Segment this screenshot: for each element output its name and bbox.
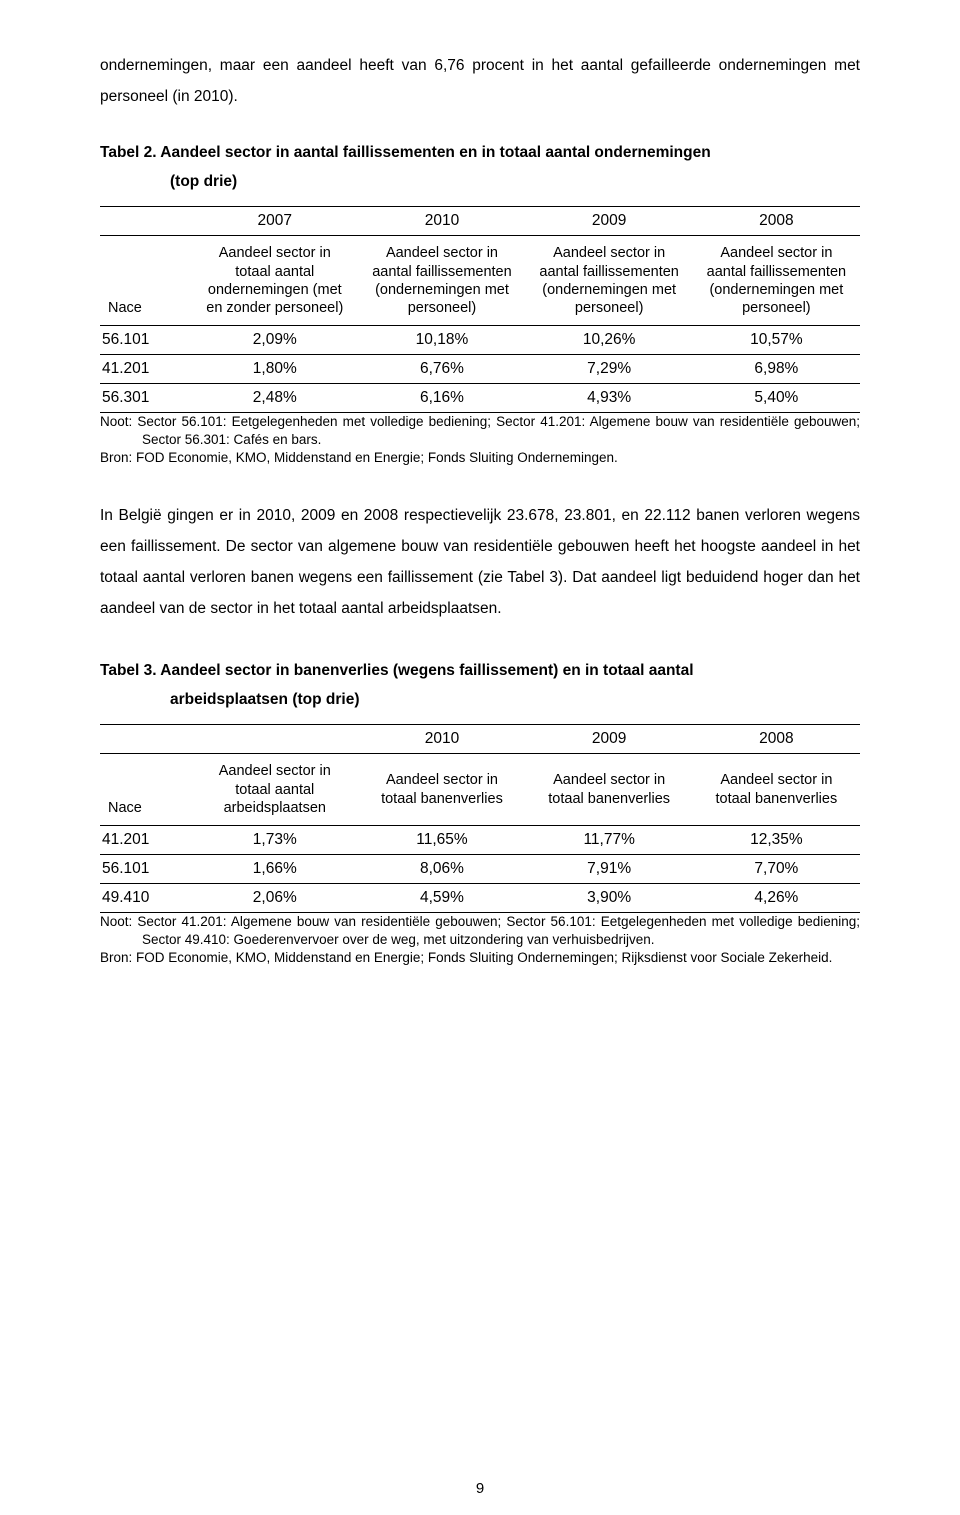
table3-cell: 12,35%: [693, 825, 860, 854]
table3-year-row: 2010 2009 2008: [100, 725, 860, 754]
table3-caption-line2: arbeidsplaatsen (top drie): [100, 685, 860, 714]
table3-colhdr-0: Aandeel sector in totaal aantal arbeidsp…: [191, 754, 358, 825]
table2-cell: 10,18%: [358, 325, 525, 354]
table2-nace-cell: 56.301: [100, 383, 191, 412]
table2-cell: 5,40%: [693, 383, 860, 412]
page-number: 9: [0, 1480, 960, 1497]
table2-cell: 6,98%: [693, 354, 860, 383]
table2-caption-line1: Tabel 2. Aandeel sector in aantal failli…: [100, 144, 711, 161]
table2-cell: 7,29%: [526, 354, 693, 383]
page: ondernemingen, maar een aandeel heeft va…: [0, 0, 960, 1515]
table2-header-row: Nace Aandeel sector in totaal aantal ond…: [100, 236, 860, 326]
table3-cell: 8,06%: [358, 854, 525, 883]
table3-cell: 11,77%: [526, 825, 693, 854]
table-row: 56.301 2,48% 6,16% 4,93% 5,40%: [100, 383, 860, 412]
table2-cell: 6,76%: [358, 354, 525, 383]
table3-year-2010: 2010: [358, 725, 525, 754]
table2-cell: 10,57%: [693, 325, 860, 354]
table3-colhdr-3: Aandeel sector in totaal banenverlies: [693, 754, 860, 825]
table2-colhdr-2: Aandeel sector in aantal faillissementen…: [526, 236, 693, 326]
table3-note: Noot: Sector 41.201: Algemene bouw van r…: [100, 913, 860, 968]
table3-colhdr-2: Aandeel sector in totaal banenverlies: [526, 754, 693, 825]
table3-cell: 4,59%: [358, 883, 525, 912]
table2-year-blank: [100, 207, 191, 236]
table2-year-row: 2007 2010 2009 2008: [100, 207, 860, 236]
table-row: 41.201 1,80% 6,76% 7,29% 6,98%: [100, 354, 860, 383]
table2-nace-cell: 56.101: [100, 325, 191, 354]
table2-nace-cell: 41.201: [100, 354, 191, 383]
table3-cell: 4,26%: [693, 883, 860, 912]
table2-cell: 6,16%: [358, 383, 525, 412]
table2: 2007 2010 2009 2008 Nace Aandeel sector …: [100, 206, 860, 413]
table3-header-row: Nace Aandeel sector in totaal aantal arb…: [100, 754, 860, 825]
table2-noot: Noot: Sector 56.101: Eetgelegenheden met…: [100, 413, 860, 449]
table2-colhdr-1: Aandeel sector in aantal faillissementen…: [358, 236, 525, 326]
table2-bron: Bron: FOD Economie, KMO, Middenstand en …: [100, 449, 860, 467]
table3-nace-cell: 56.101: [100, 854, 191, 883]
table-row: 56.101 2,09% 10,18% 10,26% 10,57%: [100, 325, 860, 354]
table2-year-2010: 2010: [358, 207, 525, 236]
table-row: 56.101 1,66% 8,06% 7,91% 7,70%: [100, 854, 860, 883]
table3-cell: 2,06%: [191, 883, 358, 912]
intro-paragraph: ondernemingen, maar een aandeel heeft va…: [100, 50, 860, 112]
table3-cell: 1,66%: [191, 854, 358, 883]
table-row: 41.201 1,73% 11,65% 11,77% 12,35%: [100, 825, 860, 854]
table2-cell: 4,93%: [526, 383, 693, 412]
mid-paragraph: In België gingen er in 2010, 2009 en 200…: [100, 500, 860, 624]
table2-nace-header: Nace: [100, 236, 191, 326]
table2-cell: 2,48%: [191, 383, 358, 412]
table2-colhdr-3: Aandeel sector in aantal faillissementen…: [693, 236, 860, 326]
table3-colhdr-1: Aandeel sector in totaal banenverlies: [358, 754, 525, 825]
table2-cell: 1,80%: [191, 354, 358, 383]
table3-year-blank0: [100, 725, 191, 754]
table2-year-2009: 2009: [526, 207, 693, 236]
table-row: 49.410 2,06% 4,59% 3,90% 4,26%: [100, 883, 860, 912]
table3-cell: 7,91%: [526, 854, 693, 883]
table3: 2010 2009 2008 Nace Aandeel sector in to…: [100, 724, 860, 912]
table3-year-2009: 2009: [526, 725, 693, 754]
table3-nace-header: Nace: [100, 754, 191, 825]
table3-caption-line1: Tabel 3. Aandeel sector in banenverlies …: [100, 662, 694, 679]
table2-year-2008: 2008: [693, 207, 860, 236]
table2-cell: 10,26%: [526, 325, 693, 354]
table3-year-blank1: [191, 725, 358, 754]
table3-caption: Tabel 3. Aandeel sector in banenverlies …: [100, 656, 860, 715]
table3-bron: Bron: FOD Economie, KMO, Middenstand en …: [100, 949, 860, 967]
table3-nace-cell: 41.201: [100, 825, 191, 854]
table2-caption: Tabel 2. Aandeel sector in aantal failli…: [100, 138, 860, 197]
table3-nace-cell: 49.410: [100, 883, 191, 912]
table2-colhdr-0: Aandeel sector in totaal aantal ondernem…: [191, 236, 358, 326]
table3-cell: 7,70%: [693, 854, 860, 883]
table2-cell: 2,09%: [191, 325, 358, 354]
table3-cell: 1,73%: [191, 825, 358, 854]
table3-noot: Noot: Sector 41.201: Algemene bouw van r…: [100, 913, 860, 949]
table3-year-2008: 2008: [693, 725, 860, 754]
table3-cell: 3,90%: [526, 883, 693, 912]
table2-note: Noot: Sector 56.101: Eetgelegenheden met…: [100, 413, 860, 468]
table2-caption-line2: (top drie): [100, 167, 860, 196]
table2-year-2007: 2007: [191, 207, 358, 236]
table3-cell: 11,65%: [358, 825, 525, 854]
